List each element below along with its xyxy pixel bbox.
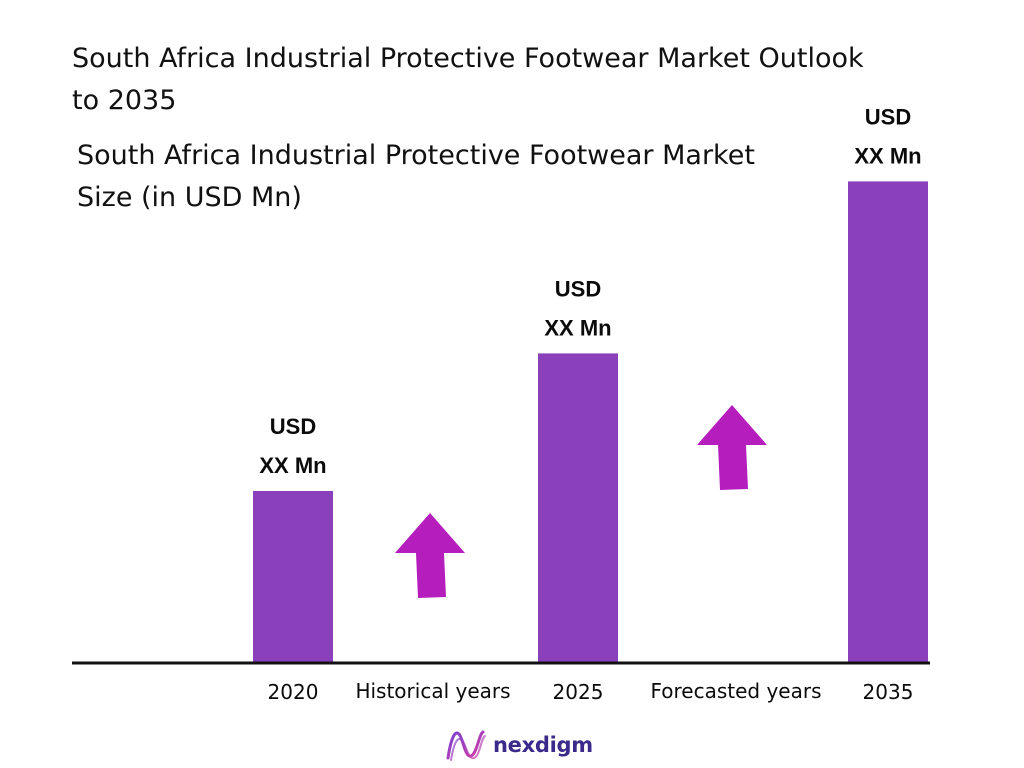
nexdigm-logo-icon bbox=[446, 730, 486, 761]
x-tick-label-2020: 2020 bbox=[268, 680, 319, 704]
bar-2020 bbox=[253, 491, 333, 663]
page-title: South Africa Industrial Protective Footw… bbox=[72, 43, 864, 116]
x-tick-label-2035: 2035 bbox=[863, 680, 914, 704]
bar-value-label-2035: XX Mn bbox=[854, 143, 921, 168]
bar-2025 bbox=[538, 353, 618, 663]
period-label-forecast: Forecasted years bbox=[650, 679, 821, 703]
growth-arrow-icon-forecast bbox=[697, 405, 767, 490]
period-label-historical: Historical years bbox=[355, 679, 510, 703]
bar-value-label-2035: USD bbox=[865, 104, 911, 129]
bar-value-label-2025: XX Mn bbox=[544, 315, 611, 340]
chart-title: South Africa Industrial Protective Footw… bbox=[77, 140, 755, 213]
bar-2035 bbox=[848, 181, 928, 663]
bar-value-label-2025: USD bbox=[555, 276, 601, 301]
brand-name: nexdigm bbox=[493, 733, 593, 757]
bar-value-label-2020: XX Mn bbox=[259, 453, 326, 478]
x-tick-label-2025: 2025 bbox=[553, 680, 604, 704]
nexdigm-logo: nexdigm bbox=[445, 728, 593, 762]
growth-arrow-icon-historical bbox=[395, 513, 465, 598]
bar-value-label-2020: USD bbox=[270, 414, 316, 439]
